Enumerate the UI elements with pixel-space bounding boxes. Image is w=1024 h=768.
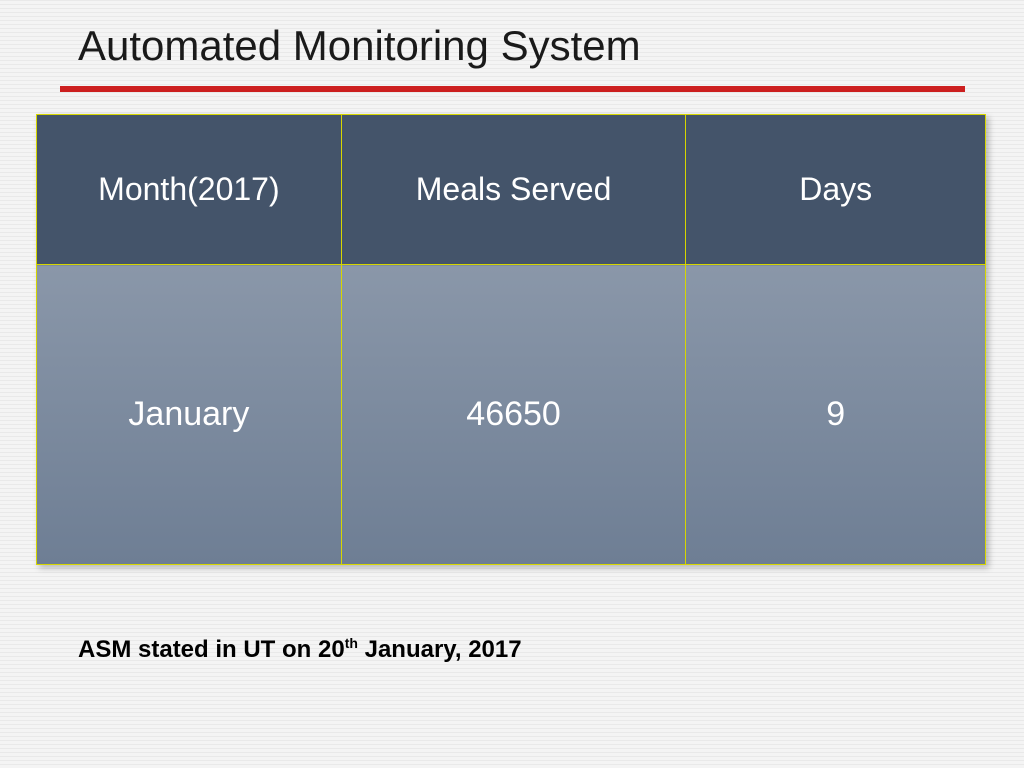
footnote-prefix: ASM stated in UT on 20 bbox=[78, 636, 345, 663]
col-header-meals: Meals Served bbox=[341, 115, 686, 265]
cell-days: 9 bbox=[686, 265, 986, 565]
footnote-suffix: January, 2017 bbox=[358, 636, 522, 663]
title-underline bbox=[60, 86, 965, 92]
slide: Automated Monitoring System Month(2017) … bbox=[0, 0, 1024, 768]
page-title: Automated Monitoring System bbox=[78, 22, 641, 70]
cell-meals: 46650 bbox=[341, 265, 686, 565]
footnote-sup: th bbox=[345, 635, 358, 651]
footnote: ASM stated in UT on 20th January, 2017 bbox=[78, 635, 522, 664]
col-header-month: Month(2017) bbox=[37, 115, 342, 265]
table-row: January 46650 9 bbox=[37, 265, 986, 565]
table-header-row: Month(2017) Meals Served Days bbox=[37, 115, 986, 265]
cell-month: January bbox=[37, 265, 342, 565]
data-table: Month(2017) Meals Served Days January 46… bbox=[36, 114, 986, 565]
col-header-days: Days bbox=[686, 115, 986, 265]
